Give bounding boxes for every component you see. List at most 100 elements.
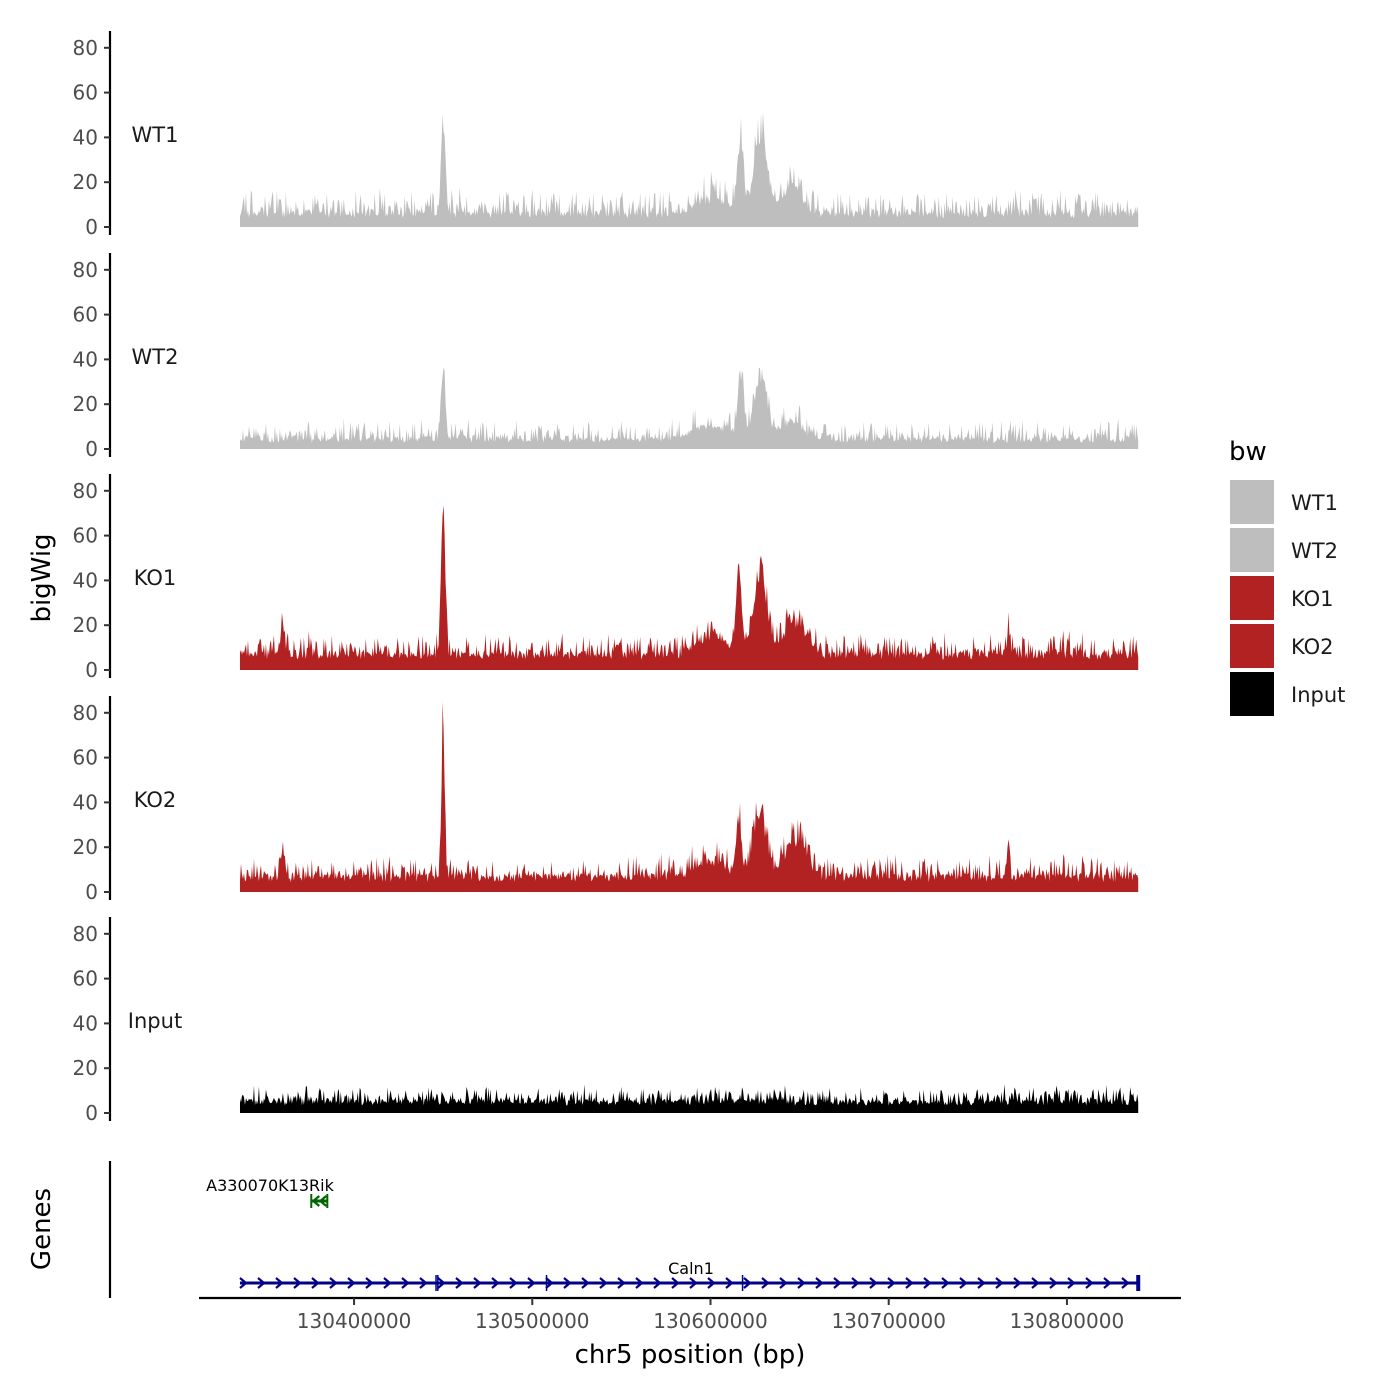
strand-arrow bbox=[473, 1277, 482, 1289]
y-tick-label: 60 bbox=[73, 967, 98, 991]
strand-arrow bbox=[977, 1277, 986, 1289]
legend: bw WT1 WT2 KO1 KO2 Input bbox=[1229, 437, 1345, 716]
x-axis-title: chr5 position (bp) bbox=[575, 1340, 806, 1370]
y-tick-label: 20 bbox=[73, 613, 98, 637]
y-tick-label: 80 bbox=[73, 258, 98, 282]
gene-label: A330070K13Rik bbox=[206, 1176, 334, 1195]
y-tick-label: 0 bbox=[85, 1101, 98, 1125]
strand-arrow bbox=[833, 1277, 842, 1289]
strand-arrow bbox=[887, 1277, 896, 1289]
signal-area-wt1 bbox=[239, 112, 1139, 227]
legend-label: Input bbox=[1291, 683, 1345, 707]
y-tick-label: 80 bbox=[73, 922, 98, 946]
strand-arrow bbox=[707, 1277, 716, 1289]
y-tick-label: 60 bbox=[73, 81, 98, 105]
y-tick-label: 20 bbox=[73, 392, 98, 416]
strand-arrow bbox=[1031, 1277, 1040, 1289]
track-input: 0 20 40 60 80 Input bbox=[73, 917, 1139, 1125]
strand-arrow bbox=[599, 1277, 608, 1289]
strand-arrow bbox=[743, 1277, 752, 1289]
exon-mark bbox=[310, 1194, 313, 1208]
legend-key bbox=[1230, 624, 1274, 668]
y-tick-label: 40 bbox=[73, 347, 98, 371]
strand-arrow bbox=[275, 1277, 284, 1289]
strand-arrow bbox=[959, 1277, 968, 1289]
y-tick-label: 80 bbox=[73, 36, 98, 60]
strand-arrow bbox=[617, 1277, 626, 1289]
x-axis: 130400000 130500000 130600000 130700000 1308… bbox=[199, 1296, 1181, 1333]
track-label: Input bbox=[128, 1009, 182, 1033]
y-tick-label: 40 bbox=[73, 125, 98, 149]
y-axis-title: bigWig bbox=[27, 533, 57, 622]
y-tick-label: 20 bbox=[73, 170, 98, 194]
strand-arrow bbox=[545, 1277, 554, 1289]
y-tick-label: 80 bbox=[73, 701, 98, 725]
strand-arrow bbox=[869, 1277, 878, 1289]
track-ko1: 0 20 40 60 80 KO1 bbox=[73, 474, 1139, 682]
strand-arrow bbox=[1121, 1277, 1130, 1289]
strand-arrow bbox=[455, 1277, 464, 1289]
y-tick-label: 40 bbox=[73, 1011, 98, 1035]
y-tick-label: 60 bbox=[73, 303, 98, 327]
strand-arrow bbox=[671, 1277, 680, 1289]
strand-arrow bbox=[365, 1277, 374, 1289]
strand-arrow bbox=[318, 1195, 327, 1207]
strand-arrow bbox=[995, 1277, 1004, 1289]
x-tick-label: 130700000 bbox=[831, 1309, 946, 1333]
strand-arrow bbox=[797, 1277, 806, 1289]
exon-mark bbox=[326, 1194, 329, 1208]
track-wt1: 0 20 40 60 80 WT1 bbox=[73, 31, 1139, 239]
strand-arrow bbox=[257, 1277, 266, 1289]
y-tick-label: 0 bbox=[85, 880, 98, 904]
legend-label: KO2 bbox=[1291, 635, 1334, 659]
y-tick-label: 60 bbox=[73, 746, 98, 770]
genes-track-title: Genes bbox=[27, 1188, 57, 1270]
signal-area-ko2 bbox=[239, 701, 1139, 892]
signal-area-ko1 bbox=[239, 505, 1139, 670]
strand-arrow bbox=[1085, 1277, 1094, 1289]
gene-label: Caln1 bbox=[668, 1259, 714, 1278]
track-label: WT2 bbox=[132, 345, 179, 369]
strand-arrow bbox=[563, 1277, 572, 1289]
legend-title: bw bbox=[1229, 437, 1267, 467]
legend-key bbox=[1230, 528, 1274, 572]
strand-arrow bbox=[347, 1277, 356, 1289]
legend-key bbox=[1230, 672, 1274, 716]
strand-arrow bbox=[1103, 1277, 1112, 1289]
y-tick-label: 20 bbox=[73, 835, 98, 859]
strand-arrow bbox=[815, 1277, 824, 1289]
strand-arrow bbox=[1067, 1277, 1076, 1289]
track-wt2: 0 20 40 60 80 WT2 bbox=[73, 253, 1139, 461]
strand-arrow bbox=[437, 1277, 446, 1289]
track-label: KO2 bbox=[134, 788, 177, 812]
strand-arrow bbox=[1049, 1277, 1058, 1289]
tracks-group: 0 20 40 60 80 WT1 0 20 40 60 80 WT2 0 20 40 60 80 KO1 0 20 4… bbox=[73, 31, 1139, 1125]
x-tick-label: 130500000 bbox=[475, 1309, 590, 1333]
strand-arrow bbox=[689, 1277, 698, 1289]
strand-arrow bbox=[779, 1277, 788, 1289]
strand-arrow bbox=[311, 1277, 320, 1289]
strand-arrow bbox=[419, 1277, 428, 1289]
gene-caln1: Caln1 bbox=[239, 1259, 1141, 1291]
strand-arrow bbox=[923, 1277, 932, 1289]
track-label: KO1 bbox=[134, 566, 177, 590]
legend-key bbox=[1230, 576, 1274, 620]
y-tick-label: 60 bbox=[73, 524, 98, 548]
y-tick-label: 0 bbox=[85, 215, 98, 239]
y-tick-label: 20 bbox=[73, 1056, 98, 1080]
strand-arrow bbox=[527, 1277, 536, 1289]
x-tick-label: 130600000 bbox=[653, 1309, 768, 1333]
strand-arrow bbox=[725, 1277, 734, 1289]
track-ko2: 0 20 40 60 80 KO2 bbox=[73, 696, 1139, 904]
strand-arrow bbox=[905, 1277, 914, 1289]
strand-arrow bbox=[239, 1277, 248, 1289]
legend-key bbox=[1230, 480, 1274, 524]
y-tick-label: 80 bbox=[73, 479, 98, 503]
legend-label: WT1 bbox=[1291, 491, 1338, 515]
strand-arrow bbox=[509, 1277, 518, 1289]
strand-arrow bbox=[761, 1277, 770, 1289]
y-tick-label: 0 bbox=[85, 658, 98, 682]
gene-a330070k13rik: A330070K13Rik bbox=[206, 1176, 335, 1208]
strand-arrow bbox=[401, 1277, 410, 1289]
